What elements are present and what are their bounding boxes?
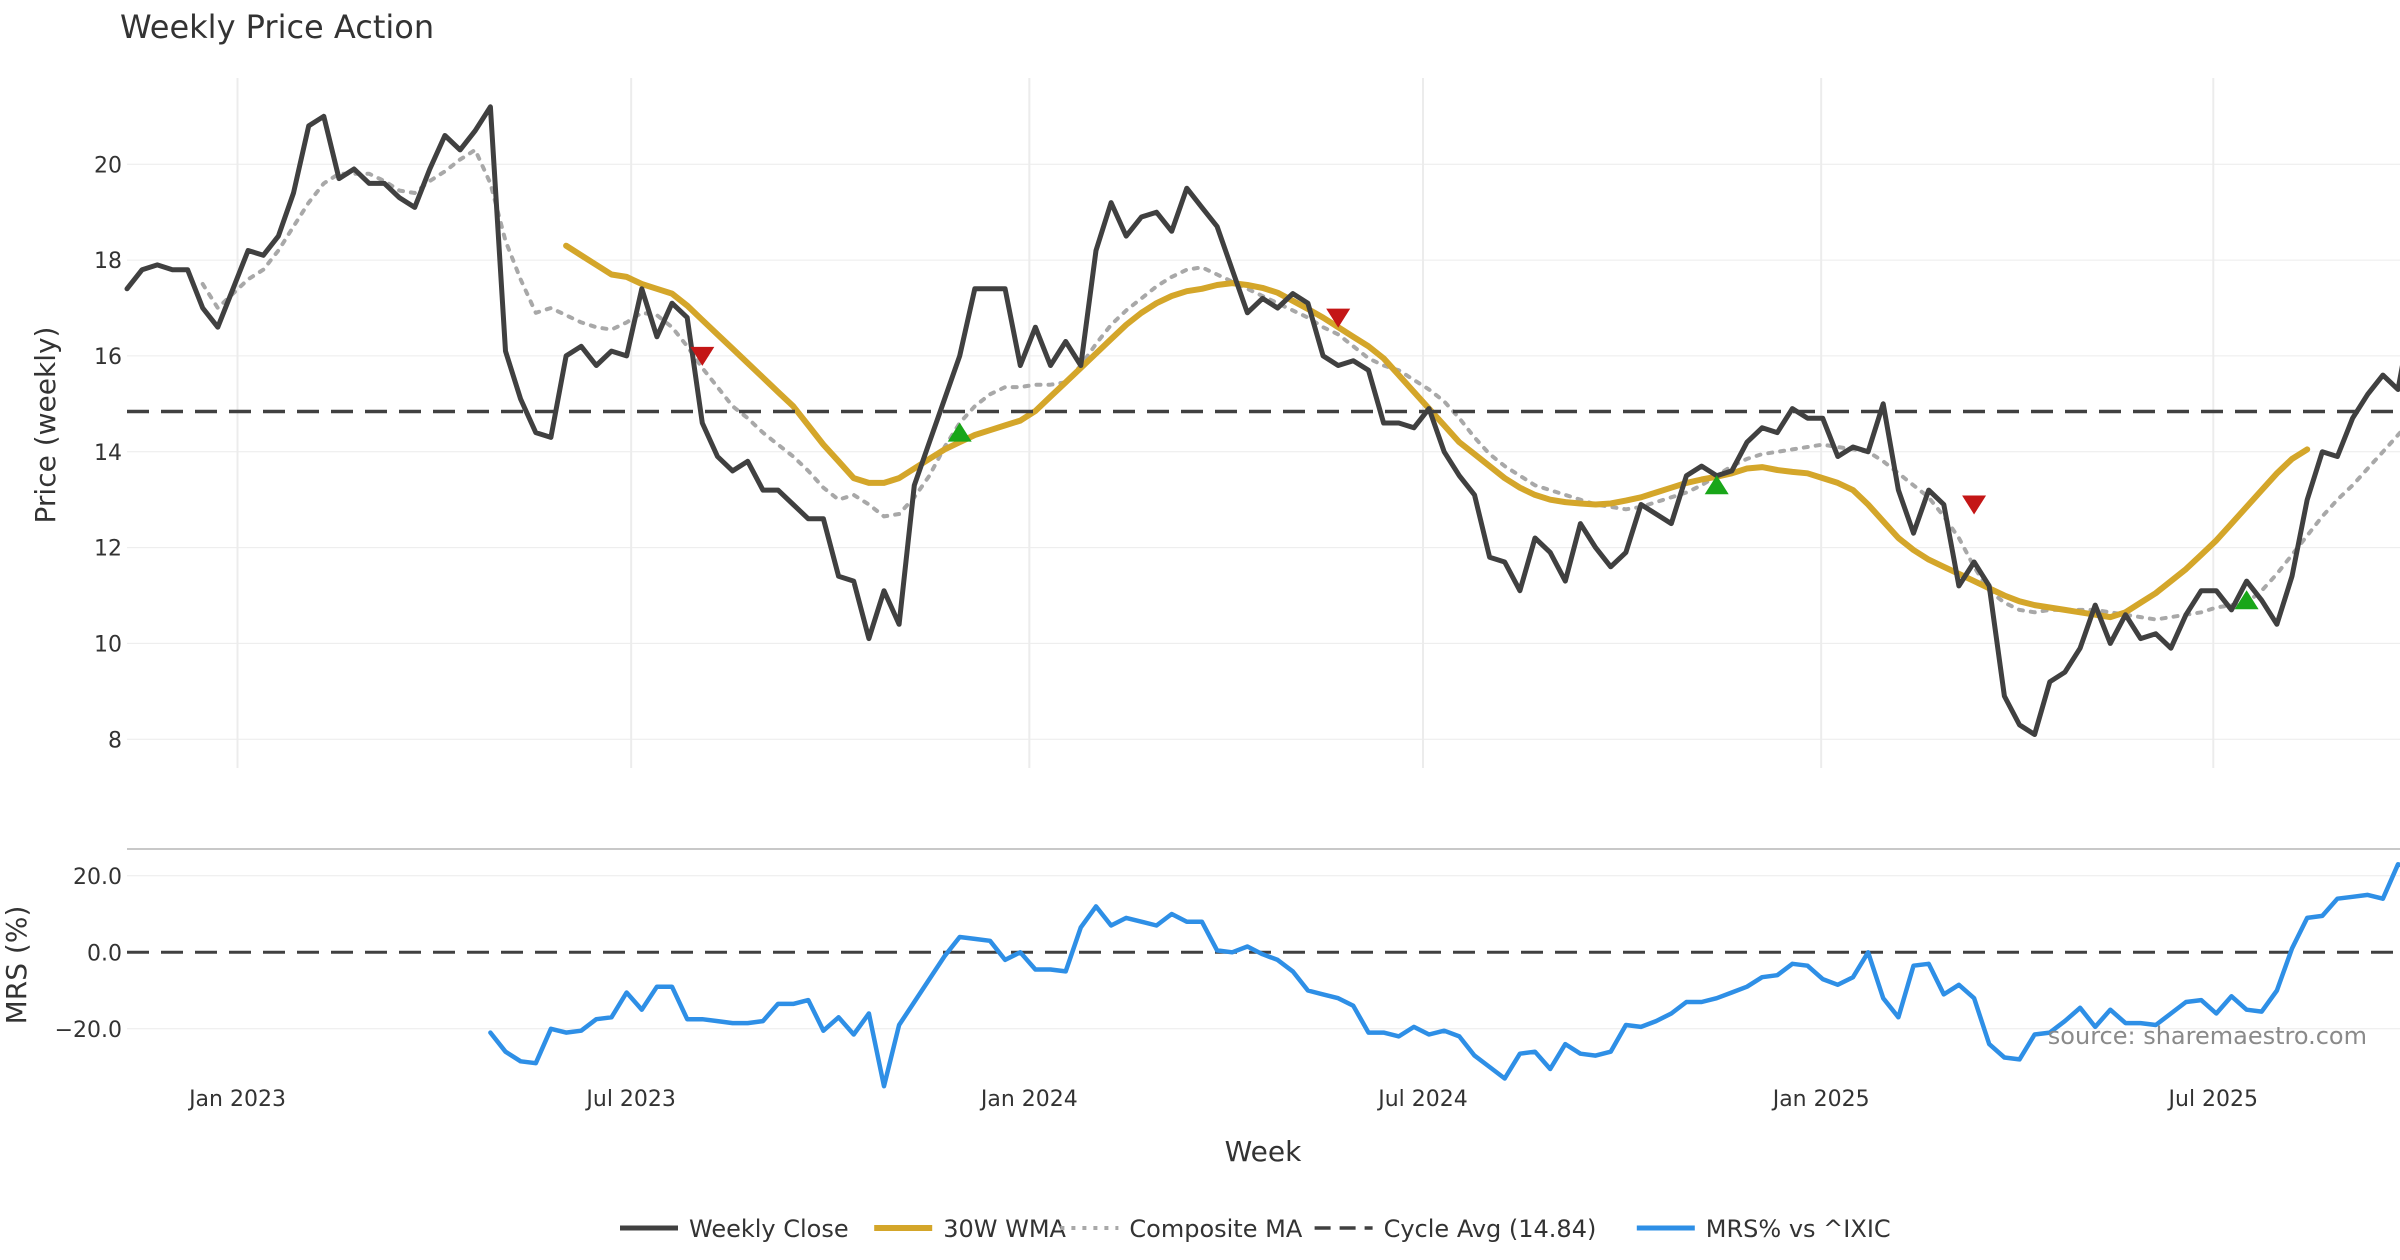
mrs-line [488,862,2400,1089]
mrs-y-axis-label: MRS (%) [0,906,33,1025]
price-y-tick-label: 10 [94,632,122,657]
sell-signal-marker [1962,495,1987,515]
price-y-tick-label: 12 [94,537,122,562]
mrs-y-tick-label: 0.0 [87,941,122,966]
legend: Weekly Close 30W WMA Composite MA Cycle Avg… [620,1215,1891,1243]
composite-ma-line [200,147,2400,622]
legend-label-close: Weekly Close [689,1215,849,1243]
chart-title: Weekly Price Action [120,8,434,46]
buy-signal-marker [947,422,972,442]
price-grid [127,78,2400,768]
mrs-grid [127,875,2400,1030]
legend-item-wma: 30W WMA [874,1215,1067,1243]
sell-signal-marker [1326,308,1351,328]
legend-item-mrs: MRS% vs ^IXIC [1636,1215,1891,1243]
legend-item-composite: Composite MA [1060,1215,1303,1243]
legend-label-wma: 30W WMA [943,1215,1066,1243]
mrs-y-tick-label: 20.0 [73,865,122,890]
mrs-series [127,862,2400,1089]
x-axis-label: Week [1225,1135,1302,1168]
x-tick-label: Jan 2023 [187,1087,286,1112]
source-note: source: sharemaestro.com [2048,1022,2367,1050]
x-tick-label: Jul 2025 [2167,1087,2259,1112]
price-y-ticks: 8 10 12 14 16 18 20 [94,153,122,753]
price-y-tick-label: 20 [94,153,122,178]
x-axis-ticks: Jan 2023 Jul 2023 Jan 2024 Jul 2024 Jan 2025… [187,1087,2258,1112]
legend-item-cycle: Cycle Avg (14.84) [1314,1215,1597,1243]
price-y-tick-label: 16 [94,345,122,370]
legend-label-mrs: MRS% vs ^IXIC [1706,1215,1891,1243]
x-tick-label: Jul 2024 [1376,1087,1468,1112]
price-series [124,104,2400,737]
price-panel: Weekly Price Action 8 10 12 14 16 18 20 Price … [29,8,2400,768]
x-tick-label: Jan 2024 [979,1087,1078,1112]
weekly-close-line [124,104,2400,737]
mrs-y-tick-label: −20.0 [55,1018,122,1043]
x-tick-label: Jul 2023 [584,1087,676,1112]
signal-markers [690,308,2259,610]
legend-label-composite: Composite MA [1129,1215,1302,1243]
buy-signal-marker [1704,475,1729,495]
x-tick-label: Jan 2025 [1771,1087,1870,1112]
price-y-tick-label: 18 [94,249,122,274]
price-y-axis-label: Price (weekly) [29,327,62,524]
price-y-tick-label: 14 [94,441,122,466]
legend-item-close: Weekly Close [620,1215,849,1243]
mrs-y-ticks: 20.0 0.0 −20.0 [55,865,122,1043]
price-y-tick-label: 8 [108,728,122,753]
buy-signal-marker [2234,590,2259,610]
mrs-panel: 20.0 0.0 −20.0 MRS (%) source: sharemaestr… [0,848,2400,1089]
wma-30w-line [563,242,2311,621]
legend-label-cycle: Cycle Avg (14.84) [1384,1215,1597,1243]
sell-signal-marker [690,346,715,366]
